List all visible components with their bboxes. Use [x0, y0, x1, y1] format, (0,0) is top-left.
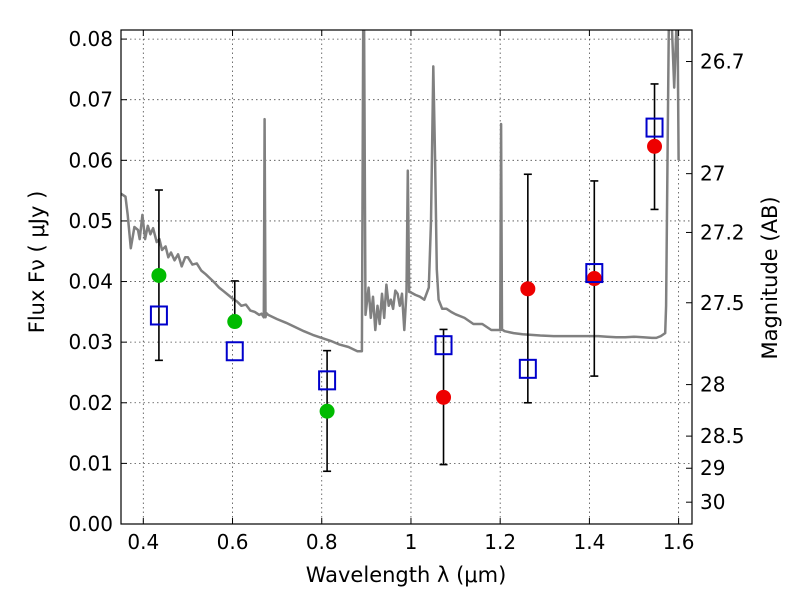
square-point [518, 358, 537, 379]
y-tick-label: 0.03 [68, 330, 113, 354]
x-axis-label: Wavelength λ (μm) [306, 563, 507, 587]
right-tick-label: 27 [700, 162, 725, 186]
right-tick-label: 27.5 [700, 291, 745, 315]
right-tick-label: 28.5 [700, 424, 745, 448]
y-tick-label: 0.06 [68, 148, 113, 172]
x-tick-label: 0.6 [217, 530, 249, 554]
y-tick-label: 0.01 [68, 451, 113, 475]
circle-points [151, 138, 663, 419]
square-point [585, 263, 604, 284]
y-tick-label: 0.07 [68, 88, 113, 112]
right-ticks: 26.7 27 27.2 27.5 28 28.5 29 30 [686, 50, 745, 514]
red-circle-point [436, 389, 452, 405]
green-circle-point [319, 403, 335, 419]
square-points [149, 117, 664, 391]
y-tick-label: 0.04 [68, 270, 113, 294]
square-point [645, 117, 664, 138]
red-circle-point [586, 271, 602, 287]
y-axis-label: Flux Fν ( μJy ) [25, 191, 49, 334]
x-tick-label: 0.8 [306, 530, 338, 554]
right-axis-label: Magnitude (AB) [758, 196, 782, 359]
square-point [149, 305, 168, 326]
x-tick-label: 1.2 [484, 530, 516, 554]
right-tick-label: 26.7 [700, 50, 745, 74]
x-tick-label: 1.6 [663, 530, 695, 554]
y-tick-label: 0.00 [68, 512, 113, 536]
right-tick-label: 29 [700, 456, 725, 480]
right-tick-label: 30 [700, 490, 725, 514]
square-point [318, 370, 337, 391]
y-tick-label: 0.08 [68, 27, 113, 51]
square-point [225, 341, 244, 362]
green-circle-point [227, 314, 243, 330]
y-tick-label: 0.02 [68, 391, 113, 415]
plot-frame [120, 29, 693, 525]
x-tick-label: 1 [405, 530, 418, 554]
right-tick-label: 27.2 [700, 220, 745, 244]
green-circle-point [151, 267, 167, 283]
model-spectrum-line [121, 30, 680, 353]
red-circle-point [647, 138, 663, 154]
square-point [434, 335, 453, 356]
y-ticks: 0.00 0.01 0.02 0.03 0.04 0.05 0.06 0.07 0.08 [68, 27, 127, 536]
y-tick-label: 0.05 [68, 209, 113, 233]
x-tick-label: 0.4 [127, 530, 159, 554]
model-spectrum [121, 30, 680, 353]
red-circle-point [520, 281, 536, 297]
x-ticks: 0.4 0.6 0.8 1 1.2 1.4 1.6 [127, 30, 695, 554]
x-tick-label: 1.4 [573, 530, 605, 554]
right-tick-label: 28 [700, 373, 725, 397]
